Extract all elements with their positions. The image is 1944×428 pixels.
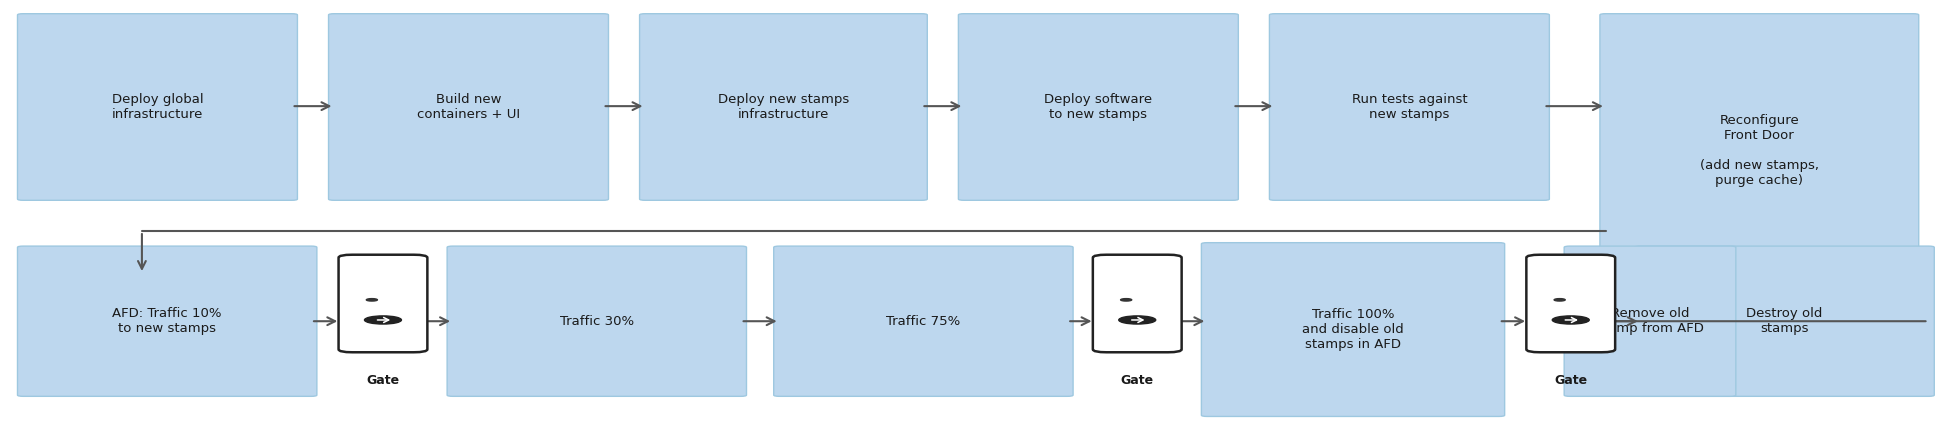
FancyBboxPatch shape — [17, 14, 297, 200]
Text: Deploy global
infrastructure: Deploy global infrastructure — [111, 93, 204, 121]
Circle shape — [1118, 316, 1157, 324]
FancyBboxPatch shape — [640, 14, 927, 200]
FancyBboxPatch shape — [1600, 14, 1919, 288]
FancyBboxPatch shape — [1565, 246, 1736, 396]
FancyBboxPatch shape — [338, 255, 428, 352]
Circle shape — [1120, 299, 1131, 301]
Text: Deploy software
to new stamps: Deploy software to new stamps — [1044, 93, 1153, 121]
FancyBboxPatch shape — [1269, 14, 1549, 200]
Text: Traffic 75%: Traffic 75% — [886, 315, 960, 328]
FancyBboxPatch shape — [17, 246, 317, 396]
Text: Deploy new stamps
infrastructure: Deploy new stamps infrastructure — [717, 93, 850, 121]
Text: Destroy old
stamps: Destroy old stamps — [1746, 307, 1823, 335]
FancyBboxPatch shape — [1635, 246, 1934, 396]
Text: Gate: Gate — [365, 374, 400, 387]
Circle shape — [1553, 299, 1565, 301]
Text: AFD: Traffic 10%
to new stamps: AFD: Traffic 10% to new stamps — [113, 307, 222, 335]
Text: Remove old
stamp from AFD: Remove old stamp from AFD — [1596, 307, 1705, 335]
FancyBboxPatch shape — [329, 14, 608, 200]
FancyBboxPatch shape — [774, 246, 1073, 396]
Text: Reconfigure
Front Door

(add new stamps,
purge cache): Reconfigure Front Door (add new stamps, … — [1699, 114, 1820, 187]
Text: Gate: Gate — [1120, 374, 1155, 387]
Text: Gate: Gate — [1553, 374, 1588, 387]
Circle shape — [365, 299, 377, 301]
Text: Traffic 100%
and disable old
stamps in AFD: Traffic 100% and disable old stamps in A… — [1302, 308, 1404, 351]
Text: Traffic 30%: Traffic 30% — [560, 315, 634, 328]
Text: Run tests against
new stamps: Run tests against new stamps — [1351, 93, 1468, 121]
Text: Build new
containers + UI: Build new containers + UI — [416, 93, 521, 121]
Circle shape — [1551, 316, 1590, 324]
FancyBboxPatch shape — [1093, 255, 1182, 352]
Circle shape — [364, 316, 402, 324]
FancyBboxPatch shape — [958, 14, 1238, 200]
FancyBboxPatch shape — [1201, 243, 1505, 416]
FancyBboxPatch shape — [447, 246, 746, 396]
FancyBboxPatch shape — [1526, 255, 1615, 352]
